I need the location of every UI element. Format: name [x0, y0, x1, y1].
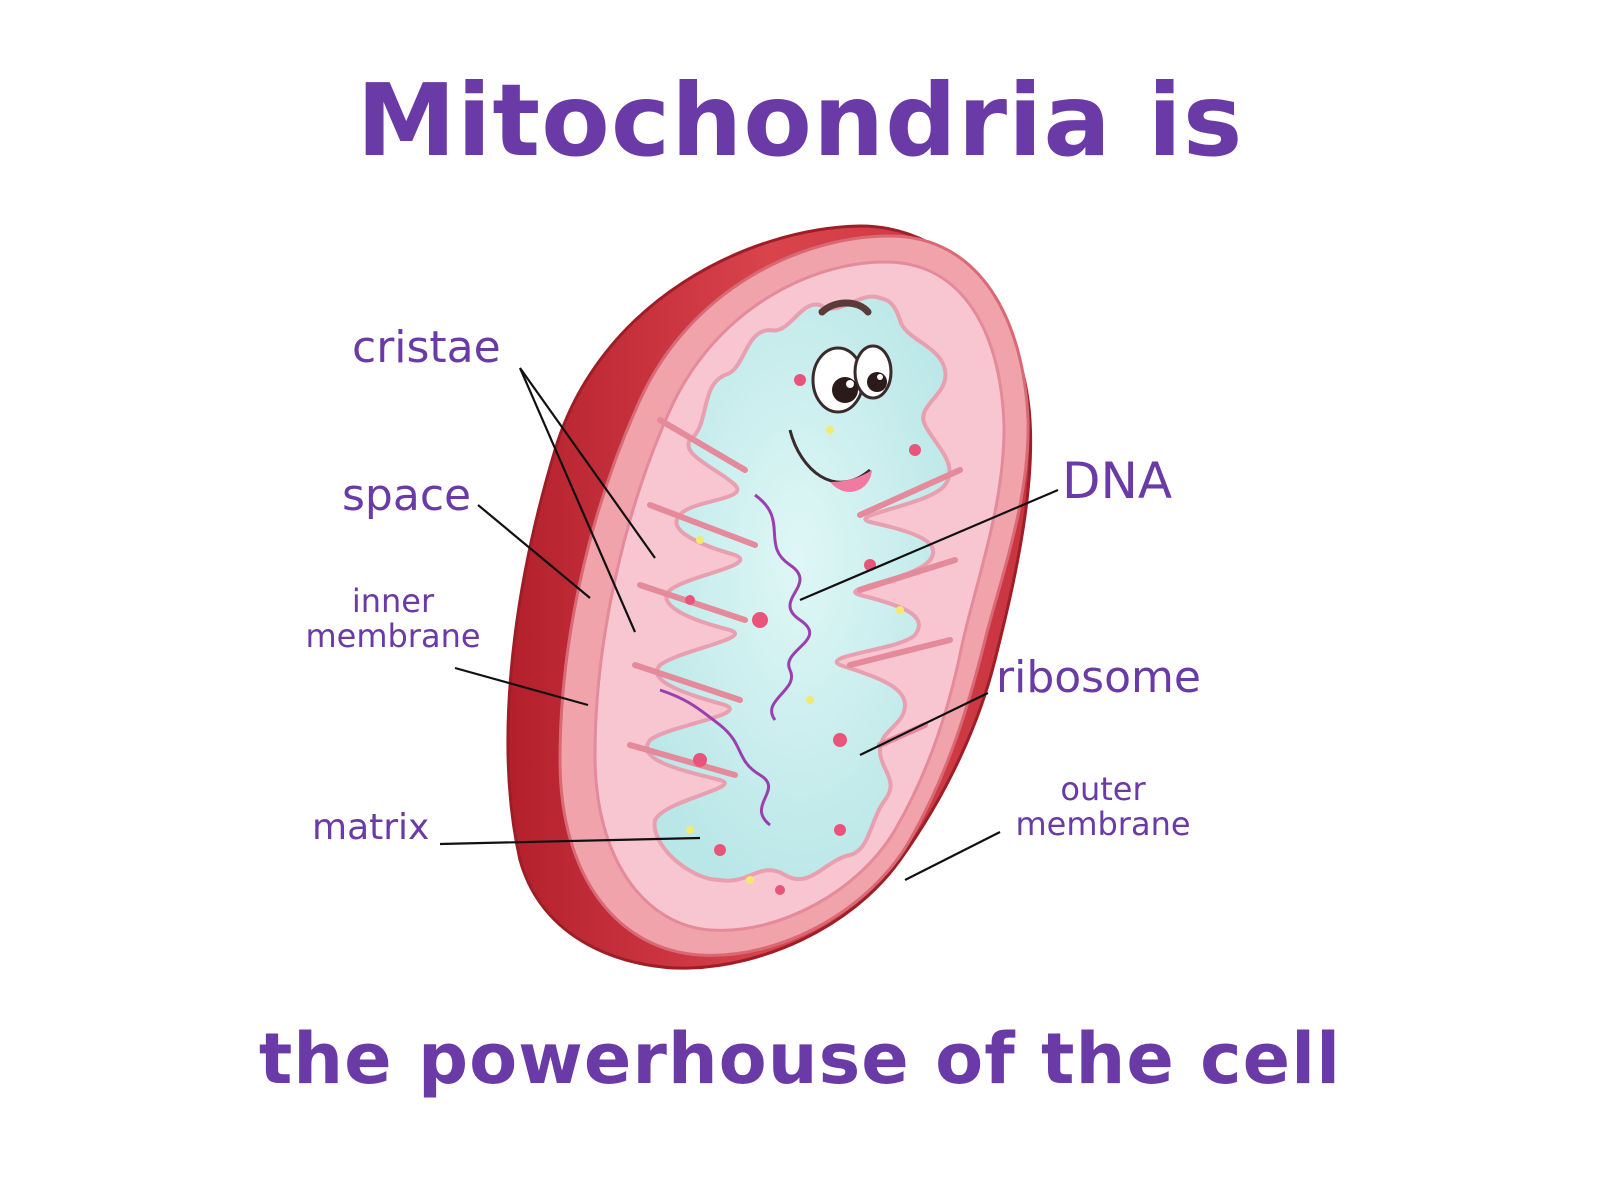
label-dna: DNA — [1062, 452, 1173, 510]
page-title: Mitochondria is — [356, 62, 1244, 179]
label-inner-membrane: inner membrane — [298, 582, 488, 656]
label-cristae: cristae — [352, 322, 501, 373]
label-outer-membrane: outer membrane — [1008, 770, 1198, 844]
cartoon-face — [788, 299, 893, 492]
label-outer-membrane-line2: membrane — [1015, 805, 1191, 844]
page-subtitle: the powerhouse of the cell — [258, 1018, 1342, 1100]
label-space: space — [342, 470, 472, 521]
label-ribosome: ribosome — [996, 652, 1201, 703]
label-matrix: matrix — [312, 807, 430, 848]
label-outer-membrane-line1: outer — [1060, 770, 1146, 808]
label-inner-membrane-line1: inner — [351, 582, 435, 620]
label-inner-membrane-line2: membrane — [305, 617, 481, 656]
leader-lines — [439, 367, 1059, 881]
dna-strand — [659, 493, 812, 827]
